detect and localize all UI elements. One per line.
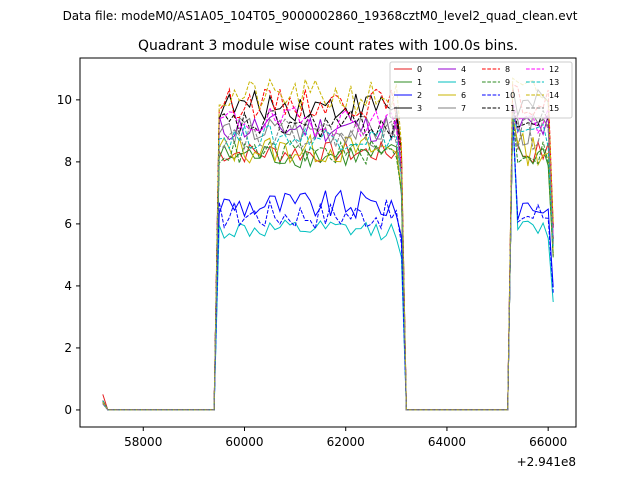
x-tick-label: 64000 [428,435,466,449]
series-line-10 [102,115,554,411]
legend-label: 6 [461,91,466,100]
legend-label: 1 [417,78,422,87]
series-line-15 [102,115,554,411]
legend-label: 13 [549,78,559,87]
figure-suptitle: Data file: modeM0/AS1A05_104T05_90000028… [63,9,578,23]
y-tick-label: 6 [64,217,72,231]
y-tick-label: 0 [64,403,72,417]
legend-label: 2 [417,91,422,100]
legend-label: 14 [549,91,559,100]
legend-label: 4 [461,65,466,74]
legend-label: 12 [549,65,559,74]
axes-frame [79,57,577,428]
x-tick-label: 62000 [327,435,365,449]
x-axis: 58000 60000 62000 64000 66000 [124,427,567,449]
y-axis: 0 2 4 6 8 10 [57,93,80,417]
y-tick-label: 2 [64,341,72,355]
legend-label: 7 [461,104,466,113]
legend-label: 10 [505,91,515,100]
legend-label: 0 [417,65,422,74]
legend-label: 11 [505,104,515,113]
legend-frame [389,61,573,119]
legend-label: 5 [461,78,466,87]
plot-area [79,57,577,428]
x-offset-label: +2.941e8 [517,455,576,469]
y-tick-label: 4 [64,279,72,293]
x-tick-label: 60000 [225,435,263,449]
legend-label: 9 [505,78,510,87]
y-tick-label: 8 [64,155,72,169]
series-layer [102,77,554,411]
chart-title: Quadrant 3 module wise count rates with … [138,38,518,54]
series-line-14 [102,77,554,411]
x-tick-label: 66000 [529,435,567,449]
y-tick-label: 10 [57,93,72,107]
legend-label: 8 [505,65,510,74]
legend-label: 15 [549,104,559,113]
x-tick-label: 58000 [124,435,162,449]
legend-label: 3 [417,104,422,113]
